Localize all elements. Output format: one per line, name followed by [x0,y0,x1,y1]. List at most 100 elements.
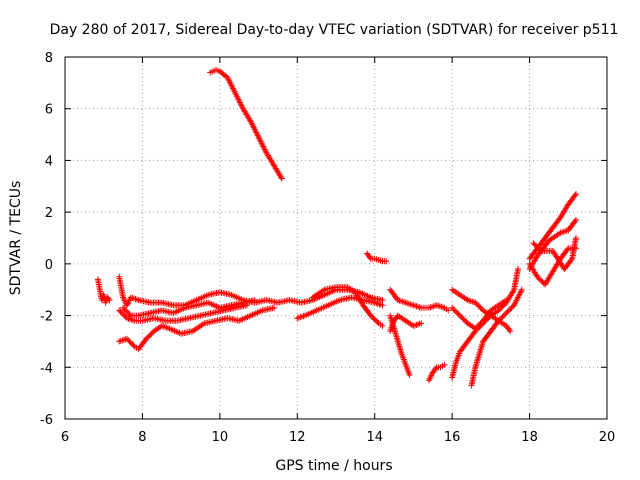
data-point [454,310,461,316]
data-point [379,297,386,304]
data-point [116,307,123,314]
data-point [271,304,278,311]
data-point [538,277,545,284]
plot-frame [64,56,608,420]
data-point [374,319,381,325]
series-arc-m [387,312,425,335]
data-point [530,240,537,247]
x-tick-label: 8 [138,430,146,445]
series-arc-s [526,191,579,262]
data-point [505,307,512,314]
data-point [573,216,579,223]
data-point [455,311,462,318]
x-tick-label: 18 [521,430,538,445]
data-point [503,310,510,316]
data-point [105,295,112,302]
data-point [504,308,511,315]
y-tick-label: -6 [40,413,53,428]
data-point [462,317,468,324]
data-point [477,320,484,327]
y-tick-label: -4 [40,361,53,376]
data-point [130,342,137,349]
data-point [277,174,284,181]
data-point [278,175,285,182]
data-point [456,312,463,319]
data-point [450,306,457,313]
grid [65,57,607,419]
series-arc-i [309,284,386,329]
data-point [451,307,458,314]
data-point [507,328,514,335]
series-arc-v [530,235,579,272]
y-tick-label: 8 [45,51,53,66]
data-point [445,307,452,314]
data-point [127,339,134,346]
data-point [406,372,413,378]
data-point [573,235,579,241]
y-tick-label: 0 [45,258,53,273]
data-point [573,191,579,197]
series-arc-n [425,361,448,384]
data-point [568,257,575,263]
series-arc-p [449,266,521,381]
data-point [476,321,483,328]
data-point [453,308,459,315]
data-point [373,317,379,324]
data-point [120,311,127,318]
series-arc-e [116,304,278,353]
data-point [441,361,448,368]
data-point [536,246,543,253]
data-point [564,246,571,253]
data-point [125,337,132,344]
y-axis-label: SDTVAR / TECUs [8,181,24,296]
data-point [508,304,515,311]
data-point [418,320,425,327]
data-point [366,254,373,261]
x-tick-label: 6 [61,430,69,445]
y-tick-label: -2 [40,310,53,325]
data-point [435,302,442,309]
x-tick-label: 12 [289,430,306,445]
data-point [476,303,483,310]
series-arc-r [449,297,510,332]
x-tick-label: 10 [212,430,229,445]
data-point [472,299,479,306]
data-point [244,302,250,309]
axis-ticks: 6 8 10 12 14 16 18 20 -6 -4 -2 0 2 4 6 8 [40,51,615,445]
data-point [126,338,133,345]
data-point [251,297,258,304]
data-point [106,297,113,304]
y-tick-label: 2 [45,206,53,221]
data-point [572,218,579,225]
data-point [379,302,386,309]
data-point [123,335,130,342]
data-point [383,258,390,265]
data-point [535,275,542,282]
series-arc-q [468,286,525,389]
data-point [507,306,514,313]
data-point [518,286,525,293]
series-arc-a [94,276,113,306]
data-point [515,266,521,272]
data-point [506,326,513,333]
data-point [535,245,542,252]
data-point [477,304,484,311]
data-point [367,312,374,319]
data-point [432,365,439,372]
data-point [145,333,152,340]
data-point [449,304,456,311]
data-point [147,332,154,338]
data-point [117,308,124,315]
x-tick-label: 16 [444,430,461,445]
data-point [118,310,125,316]
data-point [371,316,378,323]
data-point [536,276,543,283]
data-point [120,304,127,311]
x-tick-label: 20 [599,430,616,445]
x-tick-label: 14 [366,430,383,445]
series-arc-f [207,66,285,182]
series-arc-k [387,286,452,314]
series-arc-u [526,245,579,288]
data-point [129,341,136,347]
